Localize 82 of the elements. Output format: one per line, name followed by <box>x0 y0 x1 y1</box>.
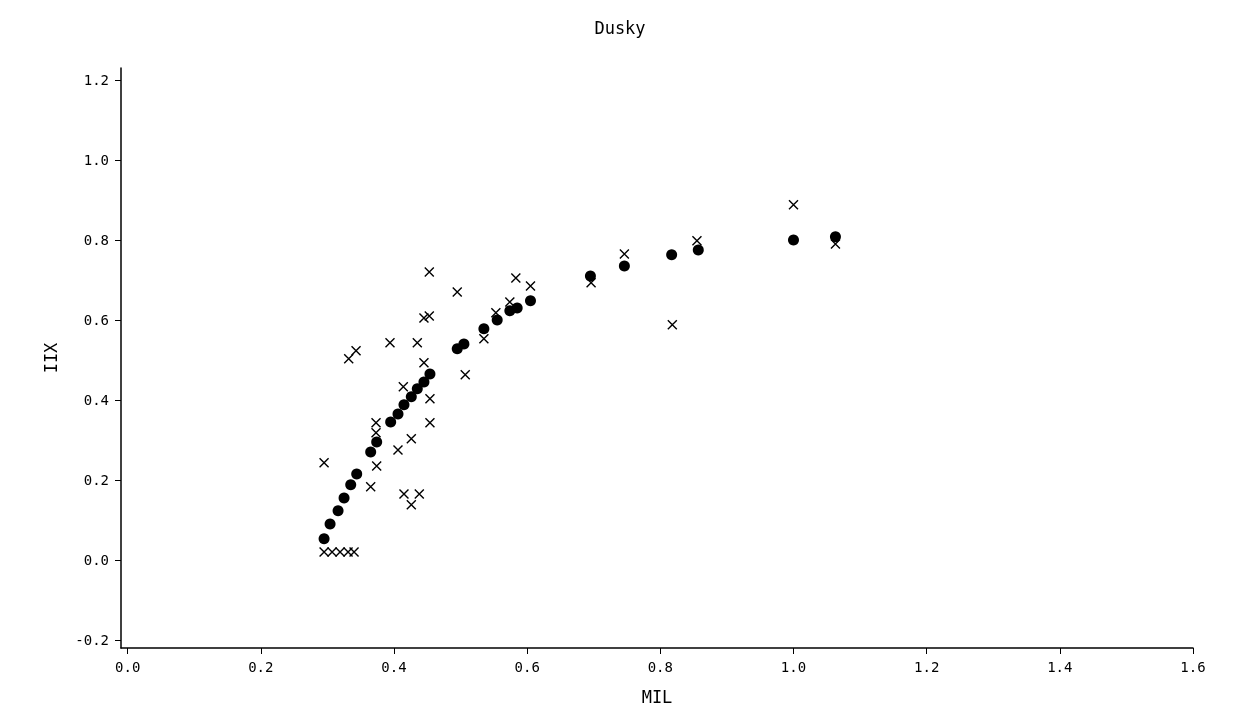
point <box>525 295 536 307</box>
point <box>348 546 360 558</box>
point <box>365 446 377 458</box>
point <box>460 369 471 380</box>
point <box>418 376 430 388</box>
point <box>385 416 397 428</box>
point <box>384 337 396 348</box>
point <box>371 460 382 472</box>
point <box>326 546 338 558</box>
x-tick-label: 0.2 <box>248 659 274 675</box>
chart-title: Dusky <box>594 17 646 38</box>
point <box>619 248 630 260</box>
x-tick-label: 0.4 <box>381 659 407 675</box>
point <box>398 488 410 500</box>
point <box>478 333 490 344</box>
point <box>371 436 383 448</box>
point <box>342 546 354 558</box>
point <box>691 235 703 246</box>
point <box>667 319 678 330</box>
point <box>351 468 363 480</box>
x-tick-label: 0.0 <box>115 659 141 675</box>
point <box>406 499 417 510</box>
x-tick-label: 1.0 <box>780 659 807 675</box>
point <box>424 368 436 380</box>
point <box>318 533 330 545</box>
point <box>525 280 536 292</box>
point <box>511 302 523 314</box>
x-tick-label: 1.4 <box>1047 659 1073 675</box>
point <box>398 381 409 392</box>
x-tick-label: 1.6 <box>1180 659 1206 675</box>
point <box>788 234 799 246</box>
point <box>452 286 463 298</box>
y-axis-title: IIX <box>40 341 61 374</box>
y-tick-label: 0.6 <box>83 312 109 328</box>
y-tick-label: 1.0 <box>83 152 109 168</box>
x-axis-title: MIL <box>641 686 673 707</box>
y-tick-label: 0.2 <box>83 472 109 488</box>
x-tick-label: 0.6 <box>514 659 540 675</box>
point <box>398 399 410 411</box>
point <box>491 314 503 326</box>
point <box>338 492 350 504</box>
point <box>365 481 376 492</box>
point <box>424 393 436 404</box>
point <box>666 249 678 261</box>
point <box>424 266 435 278</box>
point <box>830 238 841 250</box>
point <box>350 345 362 356</box>
point <box>478 323 490 335</box>
y-tick-label: 0.8 <box>83 232 109 248</box>
point <box>510 272 522 284</box>
point <box>458 338 470 350</box>
point <box>412 337 423 348</box>
point <box>324 518 336 530</box>
point <box>405 391 417 403</box>
y-tick-label: -0.2 <box>75 632 109 648</box>
point <box>392 408 404 420</box>
point <box>411 383 423 395</box>
y-tick-label: 0.4 <box>83 392 109 408</box>
point <box>318 546 330 558</box>
point <box>418 357 430 368</box>
point <box>788 199 799 210</box>
point <box>392 444 404 456</box>
x-tick-label: 0.8 <box>647 659 673 675</box>
point <box>334 546 346 558</box>
point <box>585 277 597 288</box>
point <box>618 260 630 272</box>
point <box>829 231 841 243</box>
point <box>414 488 425 500</box>
point <box>424 417 436 428</box>
point <box>490 307 502 318</box>
point <box>343 353 354 364</box>
y-tick-label: 0.0 <box>83 552 109 568</box>
point <box>424 310 435 322</box>
point <box>418 312 430 324</box>
point <box>692 244 704 256</box>
point <box>318 457 330 468</box>
point <box>345 479 357 491</box>
point <box>332 505 344 517</box>
x-tick-label: 1.2 <box>914 659 940 675</box>
point <box>406 433 417 444</box>
point <box>504 296 516 308</box>
y-tick-label: 1.2 <box>83 72 109 88</box>
